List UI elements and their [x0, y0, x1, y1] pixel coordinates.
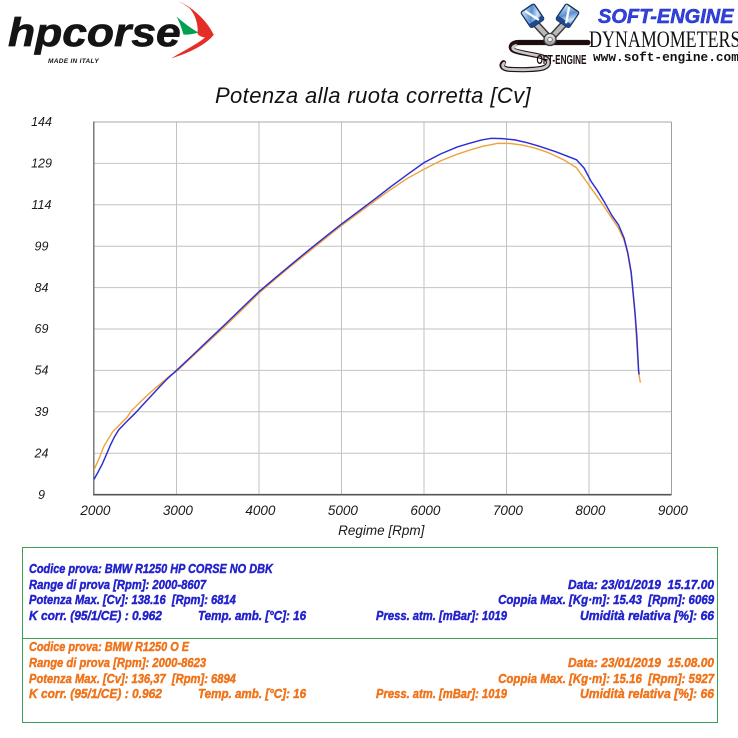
svg-text:Regime [Rpm]: Regime [Rpm]	[338, 523, 426, 538]
svg-text:2000: 2000	[79, 503, 111, 518]
svg-text:144: 144	[31, 115, 52, 129]
svg-text:69: 69	[35, 322, 49, 336]
svg-text:99: 99	[35, 239, 49, 253]
svg-text:129: 129	[31, 157, 52, 171]
svg-text:9000: 9000	[658, 503, 689, 518]
svg-text:24: 24	[34, 446, 49, 460]
svg-text:4000: 4000	[245, 503, 276, 518]
svg-text:39: 39	[35, 405, 49, 419]
svg-text:54: 54	[35, 364, 49, 378]
svg-text:8000: 8000	[575, 503, 606, 518]
svg-text:7000: 7000	[493, 503, 524, 518]
svg-text:5000: 5000	[328, 503, 359, 518]
svg-text:9: 9	[38, 488, 45, 502]
svg-text:3000: 3000	[163, 503, 194, 518]
svg-text:OFT-ENGINE: OFT-ENGINE	[537, 53, 587, 67]
svg-text:114: 114	[32, 198, 52, 212]
svg-text:84: 84	[35, 281, 49, 295]
svg-text:6000: 6000	[410, 503, 441, 518]
